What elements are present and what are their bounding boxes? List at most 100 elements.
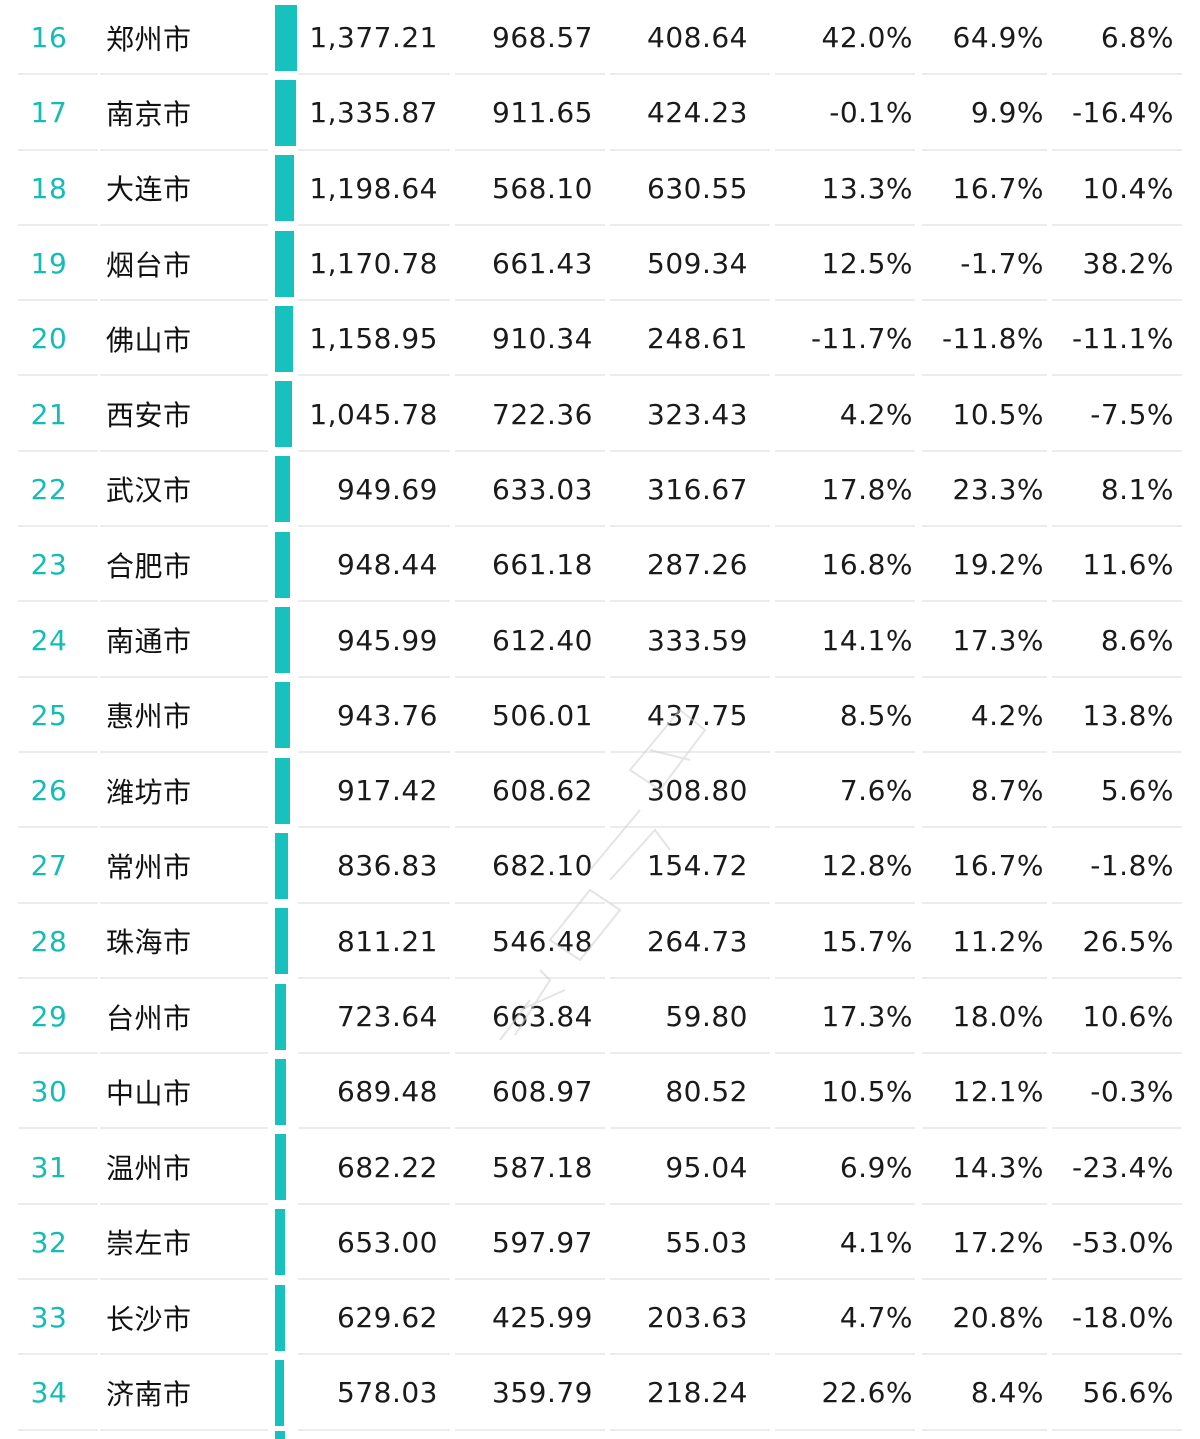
table-row: 23 合肥市 948.44 661.18 287.26 16.8% 19.2% 11.6% xyxy=(0,527,1200,603)
total-value: 836.83 xyxy=(337,849,438,883)
row-divider xyxy=(1052,148,1182,151)
growth-b: 6.8% xyxy=(1100,21,1174,55)
value-b: 80.52 xyxy=(665,1075,748,1109)
row-divider xyxy=(298,600,450,603)
row-divider xyxy=(18,525,98,528)
value-a: 546.48 xyxy=(492,924,593,958)
table-row: 18 大连市 1,198.64 568.10 630.55 13.3% 16.7% 10.4% xyxy=(0,151,1200,226)
row-divider xyxy=(298,525,450,528)
row-divider xyxy=(298,1052,450,1055)
growth-total: 13.3% xyxy=(821,171,913,205)
row-divider xyxy=(922,73,1047,76)
value-bar xyxy=(275,4,297,71)
row-divider xyxy=(610,976,770,979)
row-divider xyxy=(775,525,915,528)
row-divider xyxy=(298,449,450,452)
row-divider xyxy=(610,299,770,302)
row-divider xyxy=(18,901,98,904)
growth-a: 16.7% xyxy=(952,849,1044,883)
row-divider xyxy=(298,826,450,829)
rank-number: 25 xyxy=(30,698,68,732)
row-divider xyxy=(18,1353,98,1356)
value-b: 154.72 xyxy=(647,849,748,883)
row-divider xyxy=(1052,1127,1182,1130)
value-a: 663.84 xyxy=(492,1000,593,1033)
row-divider xyxy=(922,148,1047,151)
growth-a: 16.7% xyxy=(952,171,1044,205)
value-b: 59.80 xyxy=(665,1000,748,1033)
row-divider xyxy=(18,449,98,452)
row-divider xyxy=(298,299,450,302)
row-divider xyxy=(610,901,770,904)
table-row: 29 台州市 723.64 663.84 59.80 17.3% 18.0% 10.6% xyxy=(0,979,1200,1055)
row-divider xyxy=(610,1202,770,1205)
row-divider xyxy=(455,826,605,829)
row-divider xyxy=(18,1202,98,1205)
growth-a: 18.0% xyxy=(952,1000,1044,1033)
row-divider xyxy=(1052,600,1182,603)
growth-a: 10.5% xyxy=(952,397,1044,431)
table-row: 32 崇左市 653.00 597.97 55.03 4.1% 17.2% -53.0% xyxy=(0,1205,1200,1281)
value-a: 608.97 xyxy=(492,1075,593,1109)
table-row: 24 南通市 945.99 612.40 333.59 14.1% 17.3% 8.6% xyxy=(0,602,1200,678)
total-value: 689.48 xyxy=(337,1075,438,1109)
value-a: 425.99 xyxy=(492,1301,593,1335)
row-divider xyxy=(610,1353,770,1356)
row-divider xyxy=(455,1052,605,1055)
row-divider xyxy=(775,1428,915,1431)
row-divider xyxy=(1052,73,1182,76)
growth-b: 10.4% xyxy=(1082,171,1174,205)
row-divider xyxy=(1052,525,1182,528)
row-divider xyxy=(455,675,605,678)
row-divider xyxy=(100,1052,268,1055)
row-divider xyxy=(18,148,98,151)
city-name: 烟台市 xyxy=(106,248,192,282)
growth-total: 12.5% xyxy=(821,247,913,281)
row-divider xyxy=(922,449,1047,452)
growth-a: 11.2% xyxy=(952,924,1044,958)
city-name: 大连市 xyxy=(106,173,192,207)
row-divider xyxy=(610,449,770,452)
row-divider xyxy=(100,976,268,979)
row-divider xyxy=(775,675,915,678)
total-value: 723.64 xyxy=(337,1000,438,1033)
next-row-bar-fragment xyxy=(275,1431,285,1439)
rank-number: 33 xyxy=(30,1301,68,1335)
city-name: 崇左市 xyxy=(106,1227,192,1261)
value-bar-cell xyxy=(275,979,315,1054)
growth-b: -16.4% xyxy=(1071,96,1174,130)
value-bar-cell xyxy=(275,452,315,527)
row-divider xyxy=(455,73,605,76)
row-divider xyxy=(1052,901,1182,904)
table-row: 31 温州市 682.22 587.18 95.04 6.9% 14.3% -23.4% xyxy=(0,1129,1200,1205)
row-divider xyxy=(1052,976,1182,979)
row-divider xyxy=(775,148,915,151)
row-divider xyxy=(922,600,1047,603)
value-bar xyxy=(275,1209,285,1276)
table-row: 26 潍坊市 917.42 608.62 308.80 7.6% 8.7% 5.6% xyxy=(0,753,1200,829)
growth-total: 4.1% xyxy=(839,1225,913,1259)
value-bar xyxy=(275,983,286,1050)
row-divider xyxy=(610,1278,770,1281)
value-b: 264.73 xyxy=(647,924,748,958)
row-divider xyxy=(18,1428,98,1431)
value-a: 661.18 xyxy=(492,548,593,582)
growth-b: 26.5% xyxy=(1082,924,1174,958)
growth-total: 17.8% xyxy=(821,472,913,506)
row-divider xyxy=(455,299,605,302)
growth-b: -18.0% xyxy=(1071,1301,1174,1335)
value-b: 218.24 xyxy=(647,1376,748,1410)
value-bar-cell xyxy=(275,1280,315,1355)
value-b: 287.26 xyxy=(647,548,748,582)
row-divider xyxy=(100,1202,268,1205)
growth-b: 8.1% xyxy=(1100,472,1174,506)
rank-number: 31 xyxy=(30,1150,68,1184)
value-a: 612.40 xyxy=(492,623,593,657)
growth-b: 13.8% xyxy=(1082,698,1174,732)
rank-number: 24 xyxy=(30,623,68,657)
growth-b: -0.3% xyxy=(1090,1075,1174,1109)
total-value: 1,158.95 xyxy=(309,322,438,356)
city-name: 潍坊市 xyxy=(106,775,192,809)
row-divider xyxy=(775,299,915,302)
row-divider xyxy=(922,1353,1047,1356)
